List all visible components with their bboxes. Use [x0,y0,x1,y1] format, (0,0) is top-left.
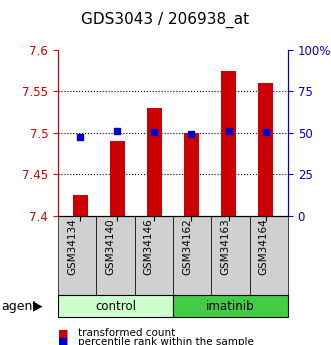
Text: agent: agent [2,300,38,313]
Text: GSM34163: GSM34163 [220,218,230,275]
Point [226,128,231,134]
Text: ■: ■ [58,337,69,345]
Bar [184,133,199,216]
Bar [147,108,162,216]
Text: imatinib: imatinib [206,300,255,313]
Bar [110,141,125,216]
Text: ■: ■ [58,328,69,338]
Text: GSM34162: GSM34162 [182,218,192,275]
Point [189,131,194,136]
Bar [258,83,273,216]
Text: GSM34134: GSM34134 [67,218,77,275]
Text: GSM34146: GSM34146 [144,218,154,275]
Text: GDS3043 / 206938_at: GDS3043 / 206938_at [81,12,250,28]
Text: control: control [95,300,136,313]
Text: ▶: ▶ [33,300,43,313]
Point [77,134,83,140]
Text: GSM34164: GSM34164 [259,218,269,275]
Text: GSM34140: GSM34140 [106,218,116,275]
Bar [221,71,236,216]
Point [263,129,268,135]
Text: transformed count: transformed count [78,328,175,338]
Point [115,128,120,134]
Text: percentile rank within the sample: percentile rank within the sample [78,337,254,345]
Point [152,129,157,135]
Bar [73,195,88,216]
